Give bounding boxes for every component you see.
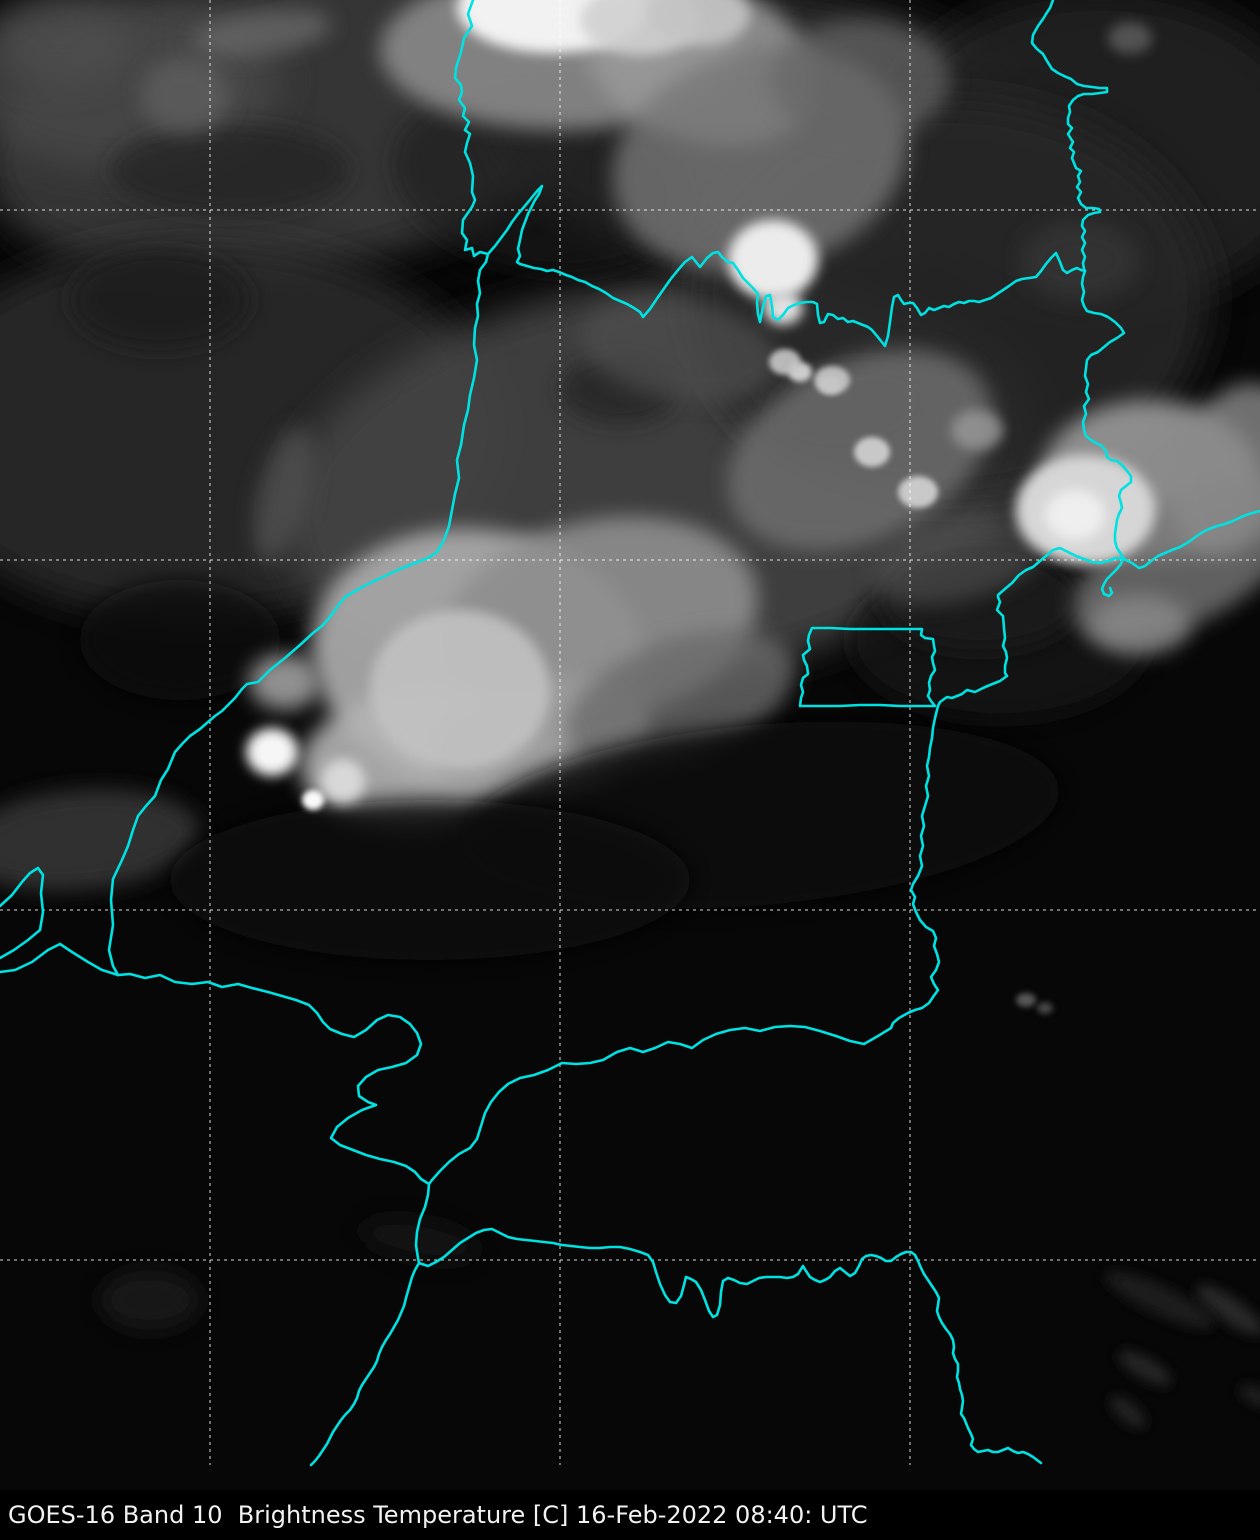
border-district-box [798,626,937,708]
cloud-shape [1118,1350,1172,1386]
cloud-shape [1196,1285,1260,1335]
border-parana-border [309,1261,421,1467]
cloud-shape [1110,1396,1146,1428]
cloud-layer [0,0,1260,1428]
cloud-shape [391,87,689,273]
cloud-shape [80,580,280,700]
cloud-shape [951,410,1003,450]
cloud-shape [249,654,321,710]
cloud-shape [728,220,818,300]
cloud-shape [581,297,779,403]
border-hook-branch-border [486,184,1087,348]
cloud-shape [1108,22,1152,54]
cloud-shape [246,728,298,776]
image-caption: GOES-16 Band 10 Brightness Temperature [… [8,1501,868,1529]
cloud-shape [1090,595,1190,655]
cloud-shape [302,790,324,810]
border-southwest-claw-b [0,942,120,977]
cloud-shape [770,20,950,140]
cloud-shape [192,9,332,57]
border-south-border [417,1227,1043,1465]
cloud-shape [140,57,230,133]
caption-bar: GOES-16 Band 10 Brightness Temperature [… [0,1490,1260,1540]
cloud-shape [0,0,130,80]
satellite-map [0,0,1260,1467]
cloud-shape [1239,1384,1260,1408]
cloud-shape [814,366,850,394]
cloud-shape [370,610,550,770]
cloud-shape [70,250,250,350]
cloud-shape [110,125,350,215]
cloud-shape [898,476,938,508]
border-south-goias-border [116,972,431,1265]
latlon-grid [0,0,1260,1465]
cloud-shape [252,427,314,563]
cloud-shape [854,437,890,467]
border-west-border [107,0,490,977]
border-southwest-claw-a [0,866,45,960]
cloud-shape [1016,993,1036,1007]
cloud-shape [1045,490,1105,540]
cloud-shape [100,1270,200,1330]
cloud-shape [650,0,750,45]
border-diagonal-border [427,1024,893,1186]
cloud-shape [1105,1271,1215,1329]
border-east-border [1030,0,1133,598]
border-northeast-diagonal-border [996,509,1260,597]
cloud-shape [170,800,690,960]
cloud-shape [321,759,365,803]
border-east-inner-border [889,595,1009,1030]
cloud-shape [1170,382,1260,558]
cloud-shape [1037,1002,1053,1014]
geographic-borders [0,0,1260,1467]
cloud-shape [769,349,801,375]
cloud-shape [1020,220,1140,300]
